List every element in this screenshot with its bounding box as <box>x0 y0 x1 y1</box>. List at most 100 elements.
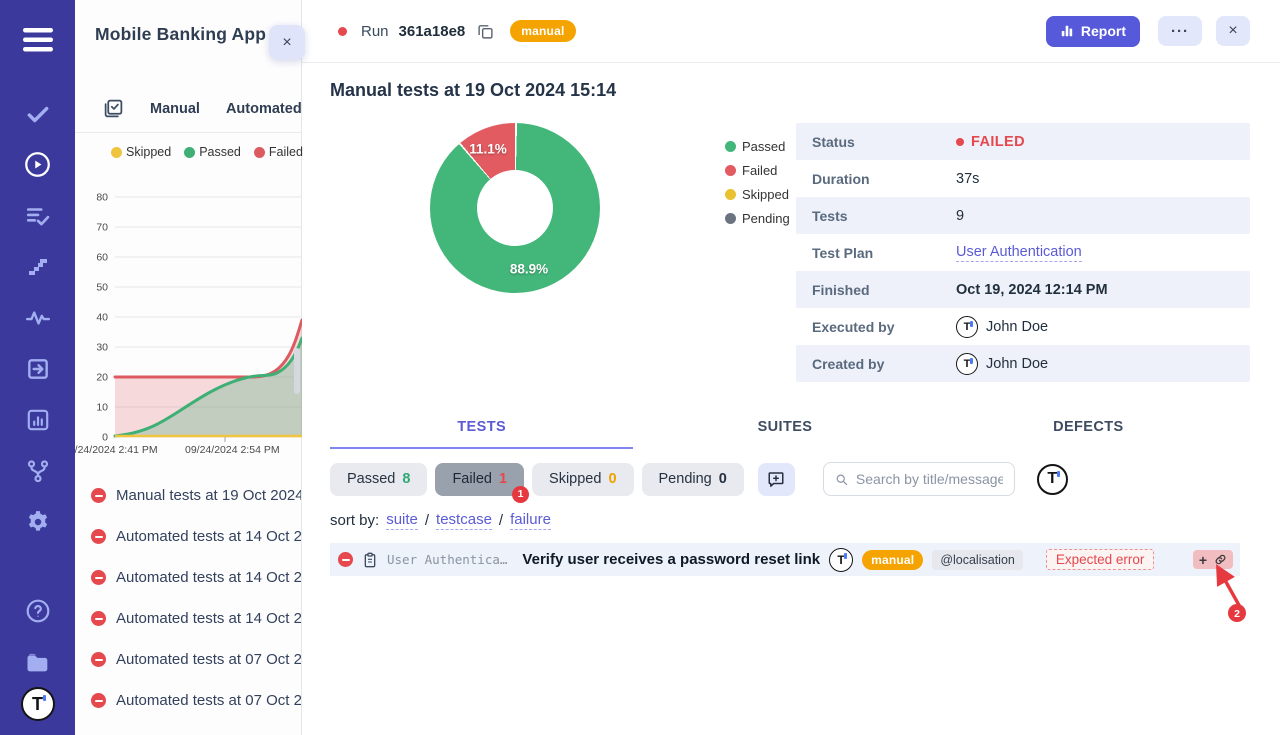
project-panel-header: Mobile Banking App × <box>75 0 301 85</box>
info-label: Duration <box>796 171 956 187</box>
report-button[interactable]: Report <box>1046 16 1140 47</box>
filter-label: Failed <box>452 471 492 487</box>
separator: / <box>425 512 429 529</box>
select-runs-icon[interactable] <box>103 98 124 119</box>
info-row-duration: Duration 37s <box>796 160 1250 197</box>
test-title[interactable]: Verify user receives a password reset li… <box>522 551 820 568</box>
branches-icon[interactable] <box>0 445 75 496</box>
run-list-item[interactable]: Manual tests at 19 Oct 2024 <box>75 475 301 516</box>
filter-pending-button[interactable]: Pending 0 <box>642 463 744 496</box>
test-plans-icon[interactable] <box>0 190 75 241</box>
tab-automated[interactable]: Automated <box>226 101 302 117</box>
panel-scrollbar-thumb[interactable] <box>294 348 300 394</box>
run-detail: Run 361a18e8 manual Report ··· × Manual … <box>302 0 1280 735</box>
sort-by-testcase-link[interactable]: testcase <box>436 511 492 530</box>
avatar: T <box>956 316 978 338</box>
run-item-label: Manual tests at 19 Oct 2024 <box>116 487 301 504</box>
svg-text:80: 80 <box>96 192 108 204</box>
filter-count: 0 <box>719 471 727 487</box>
search-input[interactable] <box>856 471 1003 487</box>
sort-by-failure-link[interactable]: failure <box>510 511 551 530</box>
test-plan-link[interactable]: User Authentication <box>956 244 1082 262</box>
run-list-item[interactable]: Automated tests at 07 Oct 2024 <box>75 680 301 721</box>
runs-list: Manual tests at 19 Oct 2024 Automated te… <box>75 457 301 721</box>
svg-text:09/24/2024 2:54 PM: 09/24/2024 2:54 PM <box>185 444 280 456</box>
tab-defects[interactable]: DEFECTS <box>937 409 1240 449</box>
filter-failed-button[interactable]: Failed 1 1 <box>435 463 524 496</box>
run-item-label: Automated tests at 14 Oct 2024 <box>116 528 301 545</box>
pull-requests-icon[interactable] <box>0 343 75 394</box>
run-list-item[interactable]: Automated tests at 14 Oct 2024 <box>75 598 301 639</box>
run-content: Manual tests at 19 Oct 2024 15:14 11.1% … <box>302 63 1280 576</box>
link-defect-button[interactable] <box>1214 553 1227 566</box>
test-result-row[interactable]: User Authentica… Verify user receives a … <box>330 543 1240 576</box>
filter-label: Passed <box>347 471 395 487</box>
page-title: Manual tests at 19 Oct 2024 15:14 <box>330 80 1250 101</box>
info-label: Finished <box>796 282 956 298</box>
donut-legend: Passed Failed Skipped Pending <box>600 123 796 382</box>
svg-text:30: 30 <box>96 342 108 354</box>
svg-text:20: 20 <box>96 372 108 384</box>
projects-folder-icon[interactable] <box>0 636 75 687</box>
donut-passed-pct: 88.9% <box>510 262 548 277</box>
legend-failed: Failed <box>269 145 303 159</box>
run-failed-icon <box>91 529 106 544</box>
failed-dot <box>725 165 736 176</box>
report-label: Report <box>1081 23 1126 39</box>
panel-collapse-button[interactable]: × <box>269 25 305 60</box>
run-failed-icon <box>91 570 106 585</box>
filters-bar: Passed 8 Failed 1 1 Skipped 0 Pending 0 <box>330 462 1250 496</box>
info-label: Tests <box>796 208 956 224</box>
test-tag-chip[interactable]: @localisation <box>932 550 1023 570</box>
run-list-item[interactable]: Automated tests at 14 Oct 2024 <box>75 557 301 598</box>
sort-by-suite-link[interactable]: suite <box>386 511 418 530</box>
test-row-wrap: User Authentica… Verify user receives a … <box>330 543 1240 576</box>
info-value: 9 <box>956 208 964 224</box>
run-item-label: Automated tests at 14 Oct 2024 <box>116 569 301 586</box>
tab-manual[interactable]: Manual <box>150 101 200 117</box>
svg-text:0: 0 <box>102 432 108 444</box>
filter-count: 8 <box>402 471 410 487</box>
separator: / <box>499 512 503 529</box>
add-defect-button[interactable]: + <box>1199 553 1207 567</box>
menu-icon[interactable] <box>0 10 75 70</box>
runs-play-icon[interactable] <box>0 139 75 190</box>
run-failed-icon <box>91 693 106 708</box>
run-type-tabs: Manual Automated <box>75 85 301 133</box>
copy-run-id-button[interactable] <box>477 23 494 40</box>
tests-check-icon[interactable] <box>0 88 75 139</box>
run-label: Run <box>361 23 389 40</box>
results-tabs: TESTS SUITES DEFECTS <box>330 409 1240 449</box>
close-run-button[interactable]: × <box>1216 16 1250 46</box>
milestones-steps-icon[interactable] <box>0 241 75 292</box>
run-list-item[interactable]: Automated tests at 14 Oct 2024 <box>75 516 301 557</box>
info-label: Executed by <box>796 319 956 335</box>
sidebar: T <box>0 0 75 735</box>
add-comment-button[interactable] <box>758 463 795 496</box>
pulse-icon[interactable] <box>0 292 75 343</box>
failed-dot <box>254 147 265 158</box>
run-list-item[interactable]: Automated tests at 07 Oct 2024 <box>75 639 301 680</box>
info-row-status: Status FAILED <box>796 123 1250 160</box>
workspace-logo[interactable]: T <box>21 687 55 721</box>
suite-name[interactable]: User Authentica… <box>387 552 507 567</box>
assignee-avatar-button[interactable]: T <box>1037 464 1068 495</box>
annotation-step-2: 2 <box>1234 608 1240 620</box>
tab-tests[interactable]: TESTS <box>330 409 633 449</box>
project-panel: Mobile Banking App × Manual Automated Sk… <box>75 0 302 735</box>
skipped-dot <box>725 189 736 200</box>
expected-error-chip[interactable]: Expected error <box>1046 549 1155 570</box>
run-failed-icon <box>91 611 106 626</box>
more-actions-button[interactable]: ··· <box>1158 16 1202 46</box>
tab-suites[interactable]: SUITES <box>633 409 936 449</box>
legend-skipped: Skipped <box>742 187 789 202</box>
run-status-dot <box>338 27 347 36</box>
svg-text:40: 40 <box>96 312 108 324</box>
settings-gear-icon[interactable] <box>0 496 75 547</box>
run-topbar: Run 361a18e8 manual Report ··· × <box>302 0 1280 63</box>
filter-skipped-button[interactable]: Skipped 0 <box>532 463 633 496</box>
donut-failed-pct: 11.1% <box>469 142 507 157</box>
analytics-icon[interactable] <box>0 394 75 445</box>
filter-passed-button[interactable]: Passed 8 <box>330 463 427 496</box>
help-icon[interactable] <box>0 585 75 636</box>
